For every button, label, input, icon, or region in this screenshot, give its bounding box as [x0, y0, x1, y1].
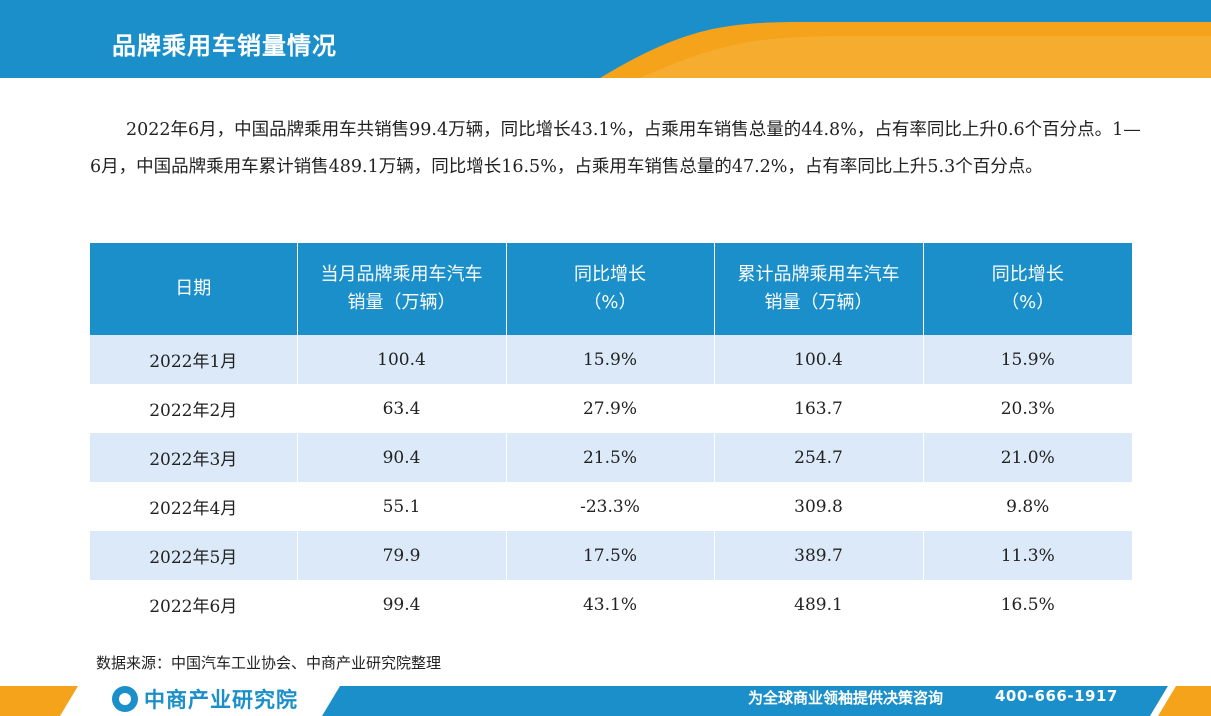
header-cumulative-sales: 累计品牌乘用车汽车 销量（万辆） — [714, 243, 924, 335]
sales-table: 日期 当月品牌乘用车汽车 销量（万辆） 同比增长 （%） 累计品牌乘用车汽车 销量（万… — [90, 243, 1132, 629]
cell-date: 2022年2月 — [90, 384, 298, 433]
logo-text: 中商产业研究院 — [144, 688, 298, 712]
cell-monthly-sales: 63.4 — [297, 384, 507, 433]
table-row: 2022年3月 90.4 21.5% 254.7 21.0% — [90, 433, 1132, 482]
header-monthly-sales: 当月品牌乘用车汽车 销量（万辆） — [297, 243, 507, 335]
cell-monthly-sales: 79.9 — [297, 531, 507, 580]
cell-monthly-growth: 15.9% — [506, 335, 715, 384]
cell-cumulative-growth: 15.9% — [923, 335, 1132, 384]
header-monthly-growth: 同比增长 （%） — [506, 243, 715, 335]
cell-date: 2022年3月 — [90, 433, 298, 482]
cell-date: 2022年6月 — [90, 580, 298, 629]
cell-monthly-sales: 55.1 — [297, 482, 507, 531]
summary-paragraph: 2022年6月，中国品牌乘用车共销售99.4万辆，同比增长43.1%，占乘用车销… — [90, 120, 1141, 177]
cell-cumulative-sales: 389.7 — [714, 531, 924, 580]
cell-monthly-growth: 21.5% — [506, 433, 715, 482]
header-date: 日期 — [90, 243, 298, 335]
footer-bar — [0, 682, 1211, 716]
header-banner: 品牌乘用车销量情况 — [0, 0, 1211, 78]
cell-cumulative-sales: 163.7 — [714, 384, 924, 433]
cell-cumulative-sales: 254.7 — [714, 433, 924, 482]
header-cumulative-growth-line1: 同比增长 — [991, 264, 1064, 285]
cell-cumulative-growth: 20.3% — [923, 384, 1132, 433]
header-cumulative-sales-line2: 销量（万辆） — [764, 292, 873, 313]
header-date-label: 日期 — [175, 278, 212, 299]
cell-cumulative-growth: 21.0% — [923, 433, 1132, 482]
header-cumulative-sales-line1: 累计品牌乘用车汽车 — [737, 264, 900, 285]
header-monthly-growth-line2: （%） — [583, 292, 637, 313]
header-cumulative-growth: 同比增长 （%） — [923, 243, 1132, 335]
footer-decoration — [0, 686, 1211, 716]
cell-cumulative-growth: 9.8% — [923, 482, 1132, 531]
table-row: 2022年5月 79.9 17.5% 389.7 11.3% — [90, 531, 1132, 580]
header-monthly-growth-line1: 同比增长 — [574, 264, 646, 285]
footer-phone: 400-666-1917 — [995, 687, 1118, 705]
cell-date: 2022年1月 — [90, 335, 298, 384]
cell-cumulative-growth: 16.5% — [923, 580, 1132, 629]
table-row: 2022年2月 63.4 27.9% 163.7 20.3% — [90, 384, 1132, 433]
cell-date: 2022年4月 — [90, 482, 298, 531]
source-note: 数据来源：中国汽车工业协会、中商产业研究院整理 — [96, 654, 442, 672]
cell-monthly-growth: 27.9% — [506, 384, 715, 433]
cell-monthly-growth: -23.3% — [506, 482, 715, 531]
company-logo: 中商产业研究院 — [112, 685, 298, 713]
page-title: 品牌乘用车销量情况 — [112, 32, 337, 60]
cell-cumulative-sales: 489.1 — [714, 580, 924, 629]
header-decoration — [600, 22, 1211, 78]
cell-cumulative-growth: 11.3% — [923, 531, 1132, 580]
footer-slogan: 为全球商业领袖提供决策咨询 — [748, 689, 944, 707]
cell-cumulative-sales: 100.4 — [714, 335, 924, 384]
cell-monthly-sales: 100.4 — [297, 335, 507, 384]
cell-monthly-growth: 43.1% — [506, 580, 715, 629]
logo-icon — [112, 686, 138, 712]
header-monthly-sales-line1: 当月品牌乘用车汽车 — [320, 264, 483, 285]
table-row: 2022年6月 99.4 43.1% 489.1 16.5% — [90, 580, 1132, 629]
table-row: 2022年1月 100.4 15.9% 100.4 15.9% — [90, 335, 1132, 384]
cell-monthly-sales: 90.4 — [297, 433, 507, 482]
cell-monthly-sales: 99.4 — [297, 580, 507, 629]
table-header-row: 日期 当月品牌乘用车汽车 销量（万辆） 同比增长 （%） 累计品牌乘用车汽车 销量（万… — [90, 243, 1132, 335]
cell-date: 2022年5月 — [90, 531, 298, 580]
cell-monthly-growth: 17.5% — [506, 531, 715, 580]
header-cumulative-growth-line2: （%） — [1001, 292, 1055, 313]
cell-cumulative-sales: 309.8 — [714, 482, 924, 531]
header-monthly-sales-line2: 销量（万辆） — [347, 292, 456, 313]
table-row: 2022年4月 55.1 -23.3% 309.8 9.8% — [90, 482, 1132, 531]
